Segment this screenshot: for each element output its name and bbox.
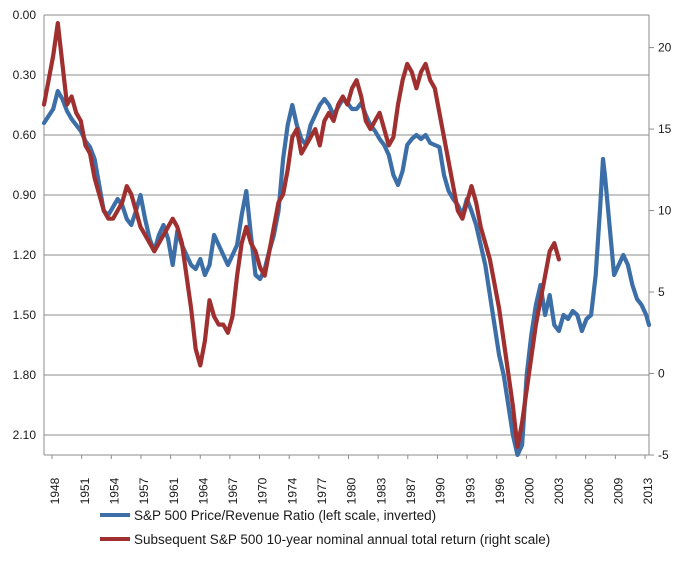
x-tick-label: 1967 [226, 477, 240, 504]
x-tick-label: 1951 [78, 477, 92, 504]
x-tick-label: 2000 [523, 477, 537, 504]
right-tick-label: 5 [658, 285, 665, 299]
legend-swatch-price-revenue [100, 513, 130, 517]
left-tick-label: 0.60 [13, 128, 37, 142]
x-tick-label: 1957 [137, 477, 151, 504]
legend-item-price-revenue: S&P 500 Price/Revenue Ratio (left scale,… [100, 503, 550, 527]
x-tick-label: 2003 [552, 477, 566, 504]
axes [43, 14, 650, 456]
x-tick-label: 1990 [434, 477, 448, 504]
left-tick-label: 0.00 [13, 8, 37, 22]
x-tick-label: 1996 [493, 477, 507, 504]
left-tick-label: 0.30 [13, 68, 37, 82]
left-tick-label: 0.90 [13, 188, 37, 202]
left-tick-label: 1.50 [13, 308, 37, 322]
x-tick-label: 1961 [167, 477, 181, 504]
x-tick-label: 1993 [463, 477, 477, 504]
x-tick-label: 1964 [196, 477, 210, 504]
x-tick-label: 1970 [256, 477, 270, 504]
x-tick-label: 1987 [404, 477, 418, 504]
gridlines [44, 74, 649, 436]
legend-swatch-subsequent-return [100, 537, 130, 541]
legend-label-subsequent-return: Subsequent S&P 500 10-year nominal annua… [134, 531, 551, 547]
series-line-subsequent-return [41, 21, 561, 449]
legend-label-price-revenue: S&P 500 Price/Revenue Ratio (left scale,… [134, 507, 437, 523]
left-tick-label: 2.10 [13, 428, 37, 442]
x-tick-label: 1983 [374, 477, 388, 504]
x-tick-label: 2009 [612, 477, 626, 504]
legend-item-subsequent-return: Subsequent S&P 500 10-year nominal annua… [100, 527, 550, 551]
x-tick-label: 1954 [107, 477, 121, 504]
x-axis-ticks: 1948 1951 1954 1957 1961 1964 1967 1970 1974 1977… [48, 455, 655, 504]
x-tick-label: 1980 [345, 477, 359, 504]
x-tick-label: 2013 [641, 477, 655, 504]
x-tick-label: 2006 [582, 477, 596, 504]
x-tick-label: 1977 [315, 477, 329, 504]
legend: S&P 500 Price/Revenue Ratio (left scale,… [100, 503, 550, 551]
right-tick-label: 0 [658, 367, 665, 381]
series-layer [41, 21, 652, 458]
right-tick-label: 10 [658, 204, 672, 218]
left-tick-label: 1.80 [13, 368, 37, 382]
x-tick-label: 1974 [285, 477, 299, 504]
x-tick-label: 1948 [48, 477, 62, 504]
left-tick-label: 1.20 [13, 248, 37, 262]
left-axis-ticks: 0.00 0.30 0.60 0.90 1.20 1.50 1.80 2.10 [13, 8, 37, 442]
right-tick-label: -5 [658, 448, 669, 462]
right-tick-label: 15 [658, 122, 672, 136]
right-axis-ticks: -5 0 5 10 15 20 [649, 41, 672, 462]
plot-area [44, 15, 649, 455]
right-tick-label: 20 [658, 41, 672, 55]
